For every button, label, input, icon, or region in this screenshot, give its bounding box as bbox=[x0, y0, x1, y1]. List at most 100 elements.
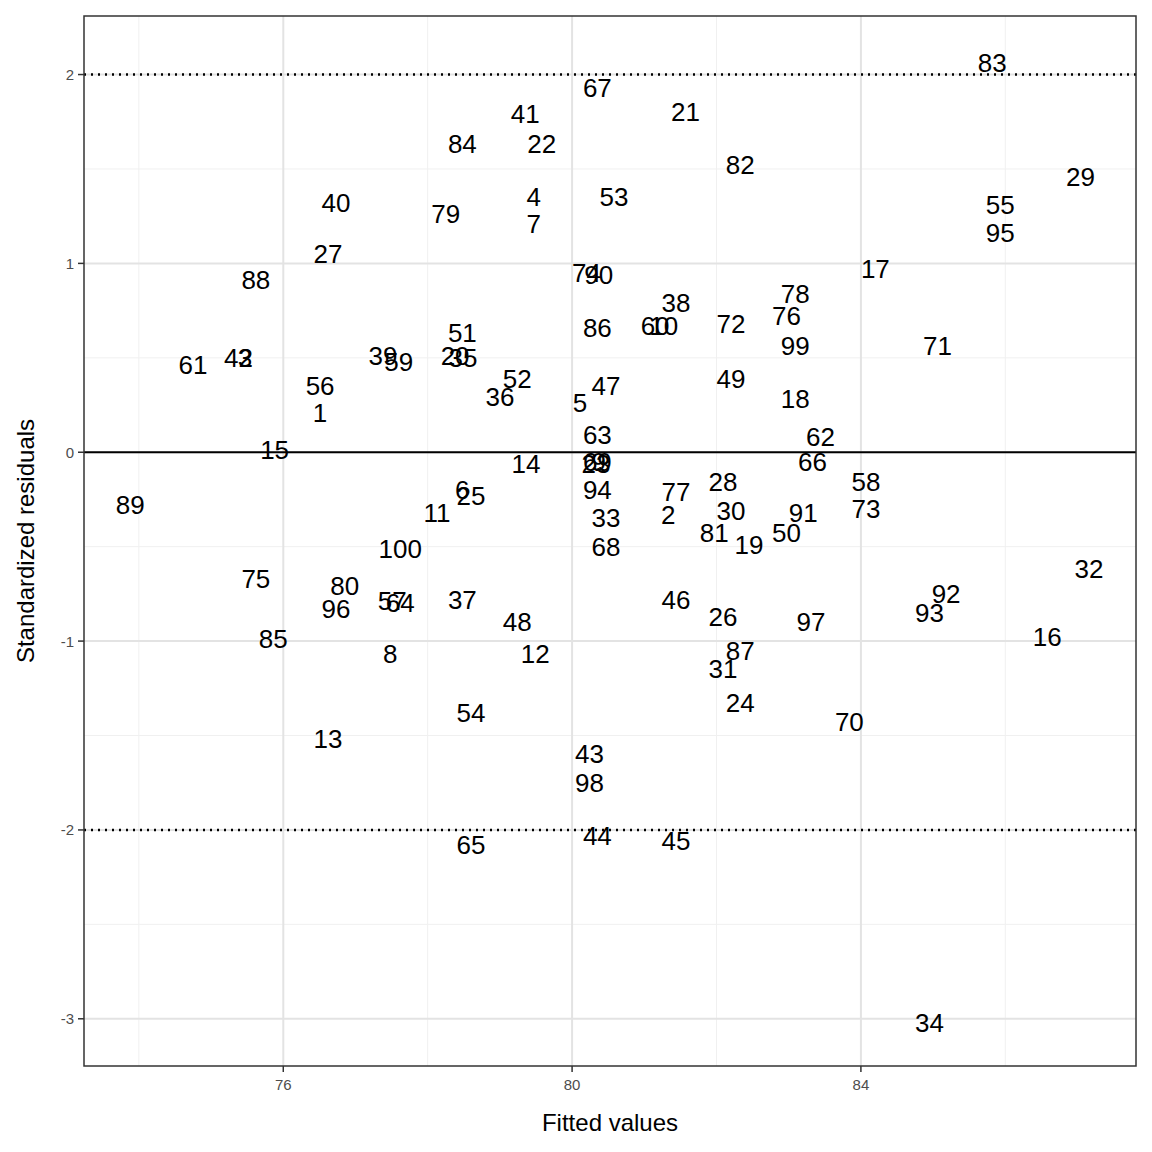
point-label: 47 bbox=[592, 371, 621, 401]
point-label: 45 bbox=[662, 826, 691, 856]
point-label: 93 bbox=[915, 598, 944, 628]
tick-mark bbox=[78, 1018, 84, 1020]
point-label: 65 bbox=[457, 830, 486, 860]
minor-grid-line bbox=[427, 16, 428, 1066]
minor-grid-line bbox=[84, 735, 1136, 736]
point-label: 26 bbox=[709, 602, 738, 632]
point-label: 94 bbox=[583, 475, 612, 505]
point-label: 90 bbox=[584, 260, 613, 290]
point-label: 31 bbox=[709, 654, 738, 684]
panel bbox=[84, 16, 1136, 1066]
point-label: 53 bbox=[600, 182, 629, 212]
grid-line bbox=[84, 640, 1136, 642]
point-label: 48 bbox=[503, 607, 532, 637]
background bbox=[0, 0, 1152, 1152]
point-label: 8 bbox=[383, 639, 397, 669]
point-label: 24 bbox=[726, 688, 755, 718]
tick-label: 80 bbox=[564, 1076, 581, 1093]
point-label: 61 bbox=[179, 350, 208, 380]
points: 8367412184228229404537975595271788749078… bbox=[116, 48, 1104, 1037]
point-label: 18 bbox=[781, 384, 810, 414]
point-label: 29 bbox=[1066, 162, 1095, 192]
minor-grid-line bbox=[1005, 16, 1006, 1066]
point-label: 46 bbox=[662, 585, 691, 615]
point-label: 1 bbox=[313, 398, 327, 428]
point-label: 19 bbox=[735, 530, 764, 560]
point-label: 43 bbox=[575, 739, 604, 769]
point-label: 66 bbox=[798, 447, 827, 477]
axes: 768084-3-2-1012 bbox=[61, 66, 870, 1093]
tick-label: 84 bbox=[853, 1076, 870, 1093]
point-label: 37 bbox=[448, 585, 477, 615]
point-label: 13 bbox=[314, 724, 343, 754]
point-label: 10 bbox=[649, 311, 678, 341]
grid-line bbox=[860, 16, 862, 1066]
point-label: 59 bbox=[384, 347, 413, 377]
point-label: 67 bbox=[583, 73, 612, 103]
point-label: 72 bbox=[716, 309, 745, 339]
point-label: 54 bbox=[457, 698, 486, 728]
point-label: 83 bbox=[978, 48, 1007, 78]
grid-line bbox=[84, 1018, 1136, 1020]
tick-mark bbox=[78, 451, 84, 453]
point-label: 41 bbox=[511, 99, 540, 129]
tick-label: 76 bbox=[275, 1076, 292, 1093]
point-label: 36 bbox=[485, 382, 514, 412]
point-label: 34 bbox=[915, 1008, 944, 1038]
point-label: 2 bbox=[661, 500, 675, 530]
point-label: 11 bbox=[424, 498, 451, 528]
point-label: 64 bbox=[386, 588, 415, 618]
point-label: 88 bbox=[241, 265, 270, 295]
minor-grid-line bbox=[84, 168, 1136, 169]
point-label: 28 bbox=[709, 467, 738, 497]
tick-label: -1 bbox=[61, 633, 74, 650]
point-label: 100 bbox=[379, 534, 422, 564]
point-label: 49 bbox=[716, 364, 745, 394]
point-label: 82 bbox=[726, 150, 755, 180]
tick-label: 1 bbox=[66, 255, 74, 272]
tick-mark bbox=[78, 263, 84, 265]
point-label: 68 bbox=[592, 532, 621, 562]
point-label: 55 bbox=[986, 190, 1015, 220]
point-label: 16 bbox=[1033, 622, 1062, 652]
point-label: 50 bbox=[772, 518, 801, 548]
point-label: 81 bbox=[700, 518, 729, 548]
tick-mark bbox=[78, 74, 84, 76]
point-label: 86 bbox=[583, 313, 612, 343]
tick-mark bbox=[571, 1066, 573, 1072]
point-label: 12 bbox=[521, 639, 550, 669]
point-label: 14 bbox=[511, 449, 540, 479]
tick-label: 2 bbox=[66, 66, 74, 83]
point-label: 44 bbox=[583, 821, 612, 851]
point-label: 42 bbox=[224, 343, 253, 373]
point-label: 76 bbox=[772, 301, 801, 331]
point-label: 17 bbox=[861, 254, 890, 284]
point-label: 27 bbox=[314, 239, 343, 269]
point-label: 96 bbox=[322, 594, 351, 624]
point-label: 95 bbox=[986, 218, 1015, 248]
point-label: 99 bbox=[781, 331, 810, 361]
point-label: 89 bbox=[116, 490, 145, 520]
point-label: 85 bbox=[259, 624, 288, 654]
point-label: 5 bbox=[573, 388, 587, 418]
tick-label: -3 bbox=[61, 1010, 74, 1027]
y-axis-title: Standardized residuals bbox=[12, 419, 39, 663]
point-label: 97 bbox=[797, 607, 826, 637]
point-label: 98 bbox=[575, 768, 604, 798]
reference-lines bbox=[84, 75, 1136, 830]
tick-mark bbox=[860, 1066, 862, 1072]
point-label: 84 bbox=[448, 129, 477, 159]
point-label: 73 bbox=[851, 494, 880, 524]
grid-line bbox=[282, 16, 284, 1066]
minor-grid-line bbox=[84, 924, 1136, 925]
tick-label: -2 bbox=[61, 821, 74, 838]
point-label: 9 bbox=[592, 447, 606, 477]
point-label: 70 bbox=[835, 707, 864, 737]
point-label: 33 bbox=[592, 503, 621, 533]
chart: 8367412184228229404537975595271788749078… bbox=[0, 0, 1152, 1152]
point-label: 25 bbox=[457, 481, 486, 511]
point-label: 35 bbox=[449, 343, 478, 373]
point-label: 7 bbox=[527, 209, 541, 239]
panel-border bbox=[84, 16, 1136, 1066]
grid-line bbox=[571, 16, 573, 1066]
